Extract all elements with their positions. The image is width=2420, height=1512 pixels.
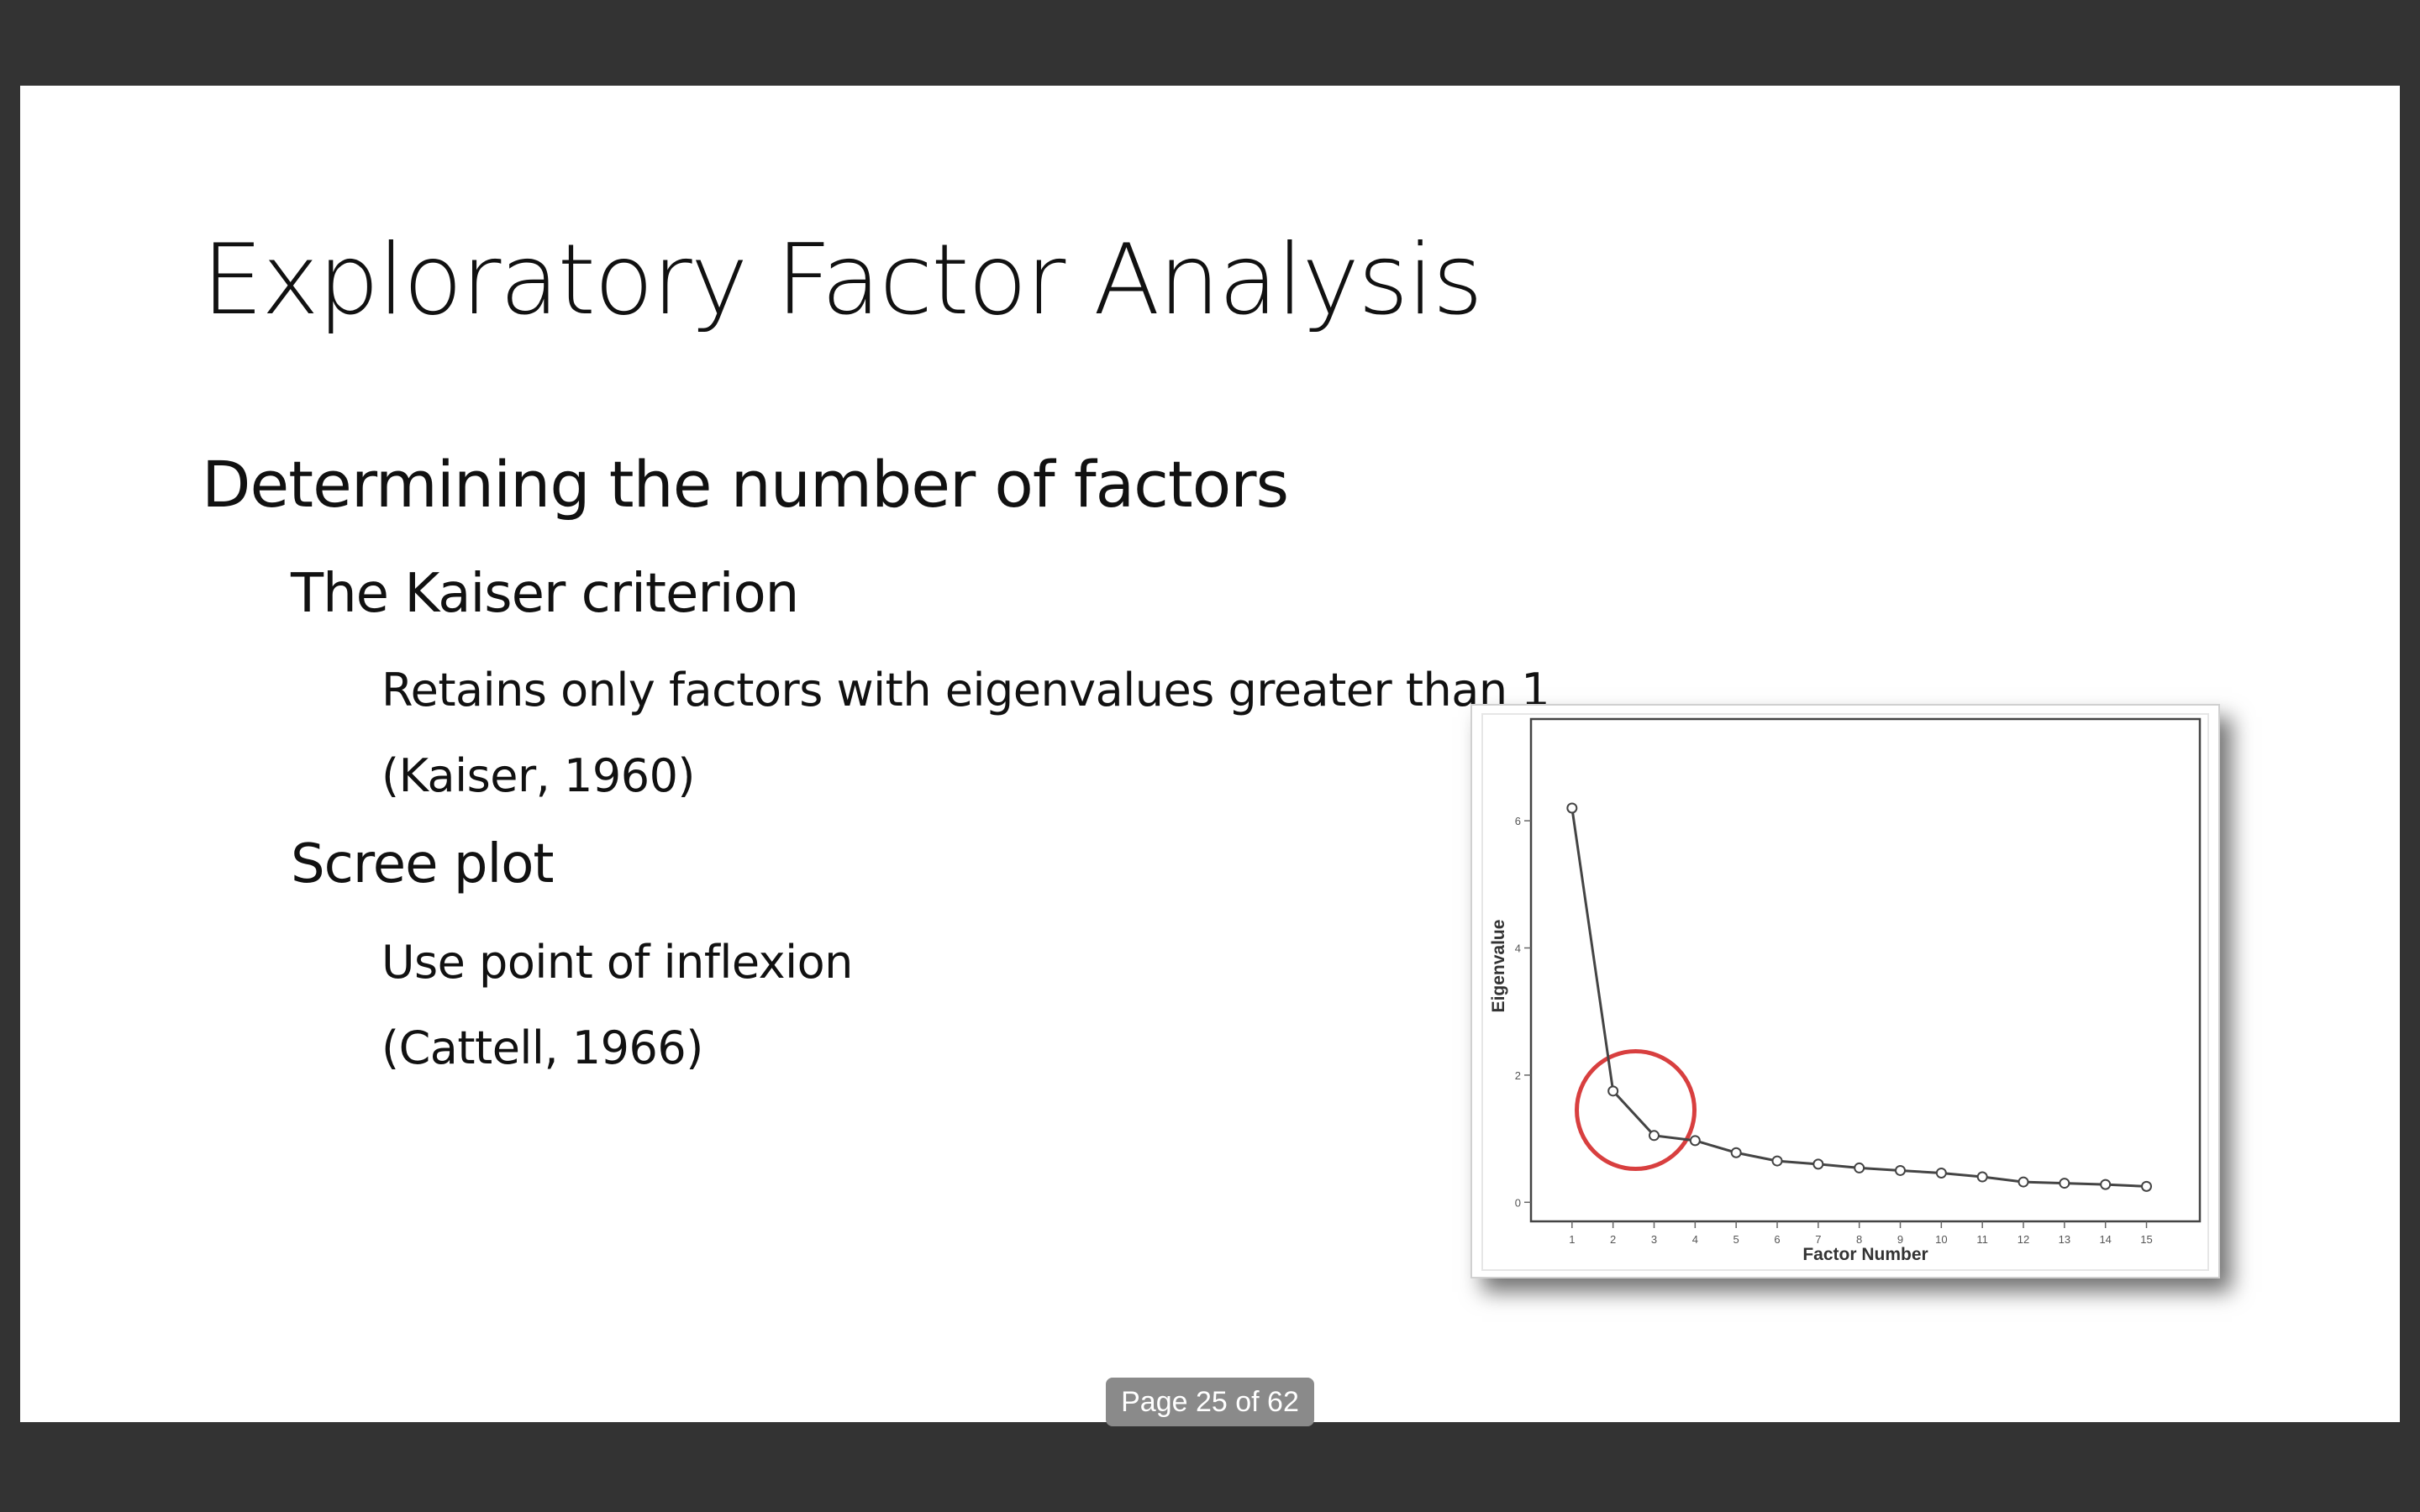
x-axis-label: Factor Number bbox=[1802, 1245, 1928, 1264]
data-point bbox=[1607, 1085, 1619, 1097]
data-point bbox=[1812, 1158, 1824, 1170]
y-axis-label: Eigenvalue bbox=[1489, 920, 1508, 1013]
x-tick-label: 1 bbox=[1569, 1233, 1575, 1246]
data-point bbox=[2059, 1178, 2070, 1189]
data-point bbox=[1649, 1130, 1660, 1142]
x-tick-label: 7 bbox=[1815, 1233, 1821, 1246]
inflexion-circle bbox=[1575, 1049, 1697, 1172]
data-point bbox=[1935, 1167, 1947, 1179]
data-point bbox=[1730, 1147, 1742, 1158]
y-tick-label: 4 bbox=[1515, 942, 1521, 955]
x-tick-label: 4 bbox=[1692, 1233, 1698, 1246]
x-tick-label: 10 bbox=[1935, 1233, 1947, 1246]
x-tick-label: 12 bbox=[2018, 1233, 2029, 1246]
chart-frame bbox=[1481, 713, 2209, 1271]
x-tick-label: 5 bbox=[1733, 1233, 1739, 1246]
x-tick-label: 11 bbox=[1976, 1233, 1988, 1246]
y-tick-label: 2 bbox=[1515, 1069, 1521, 1082]
data-point bbox=[2018, 1176, 2029, 1188]
data-point bbox=[1771, 1155, 1783, 1167]
slide-title: Exploratory Factor Analysis bbox=[202, 223, 1483, 337]
inflexion-annotation bbox=[1575, 1049, 1697, 1172]
bullet-scree-plot: Scree plot bbox=[291, 833, 554, 895]
y-tick-label: 0 bbox=[1515, 1196, 1521, 1209]
data-point bbox=[1689, 1135, 1701, 1147]
page-indicator: Page 25 of 62 bbox=[1106, 1378, 1314, 1426]
x-tick-label: 2 bbox=[1610, 1233, 1616, 1246]
x-tick-label: 15 bbox=[2140, 1233, 2152, 1246]
data-point bbox=[1854, 1162, 1865, 1173]
series-points bbox=[1566, 802, 2153, 1192]
bullet-scree-citation: (Cattell, 1966) bbox=[381, 1021, 703, 1074]
data-point bbox=[1895, 1164, 1907, 1176]
x-tick-label: 14 bbox=[2099, 1233, 2111, 1246]
data-point bbox=[2141, 1180, 2153, 1192]
bullet-kaiser-description: Retains only factors with eigenvalues gr… bbox=[381, 664, 1550, 717]
slide-heading: Determining the number of factors bbox=[202, 447, 1289, 522]
data-point bbox=[2100, 1179, 2112, 1190]
data-point bbox=[1566, 802, 1578, 814]
x-tick-label: 3 bbox=[1651, 1233, 1657, 1246]
bullet-scree-description: Use point of inflexion bbox=[381, 936, 853, 989]
data-point bbox=[1976, 1171, 1988, 1183]
bullet-kaiser-criterion: The Kaiser criterion bbox=[291, 563, 799, 625]
x-tick-label: 13 bbox=[2059, 1233, 2070, 1246]
x-tick-label: 9 bbox=[1897, 1233, 1903, 1246]
x-tick-label: 6 bbox=[1774, 1233, 1780, 1246]
plot-area bbox=[1529, 717, 2202, 1223]
bullet-kaiser-citation: (Kaiser, 1960) bbox=[381, 749, 696, 802]
scree-plot-figure: 0 2 4 6 1 2 3 4 5 6 7 8 9 10 11 12 13 14 15 Factor Number … bbox=[1470, 704, 2220, 1278]
y-tick-label: 6 bbox=[1515, 815, 1521, 827]
x-tick-label: 8 bbox=[1856, 1233, 1862, 1246]
